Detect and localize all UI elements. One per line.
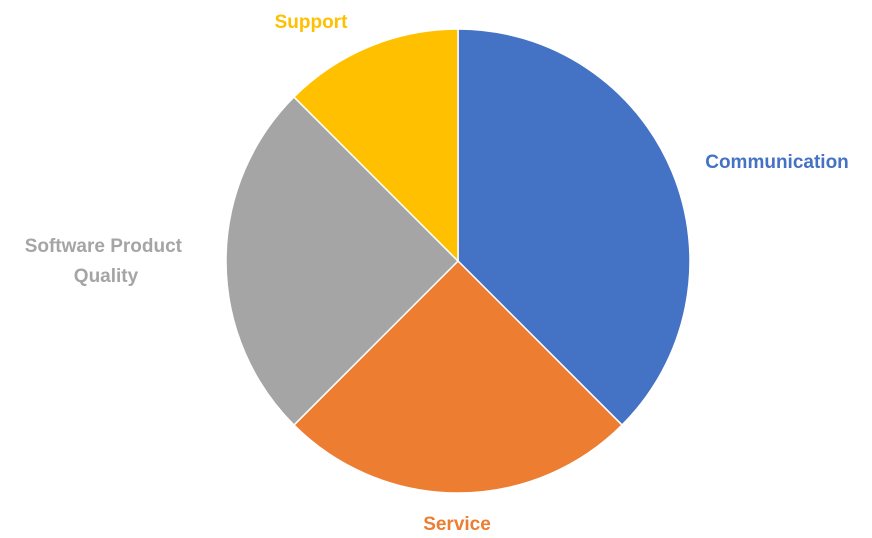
slice-communication [457, 28, 691, 427]
label-communication: Communication [705, 152, 849, 173]
label-service: Service [423, 514, 491, 535]
slice-support [292, 28, 459, 263]
slice-software-product-quality [225, 95, 460, 427]
pie-slices [225, 28, 691, 494]
label-software-product-quality: Software Product Quality [25, 236, 188, 287]
label-support: Support [275, 12, 348, 33]
slice-service [292, 259, 624, 494]
